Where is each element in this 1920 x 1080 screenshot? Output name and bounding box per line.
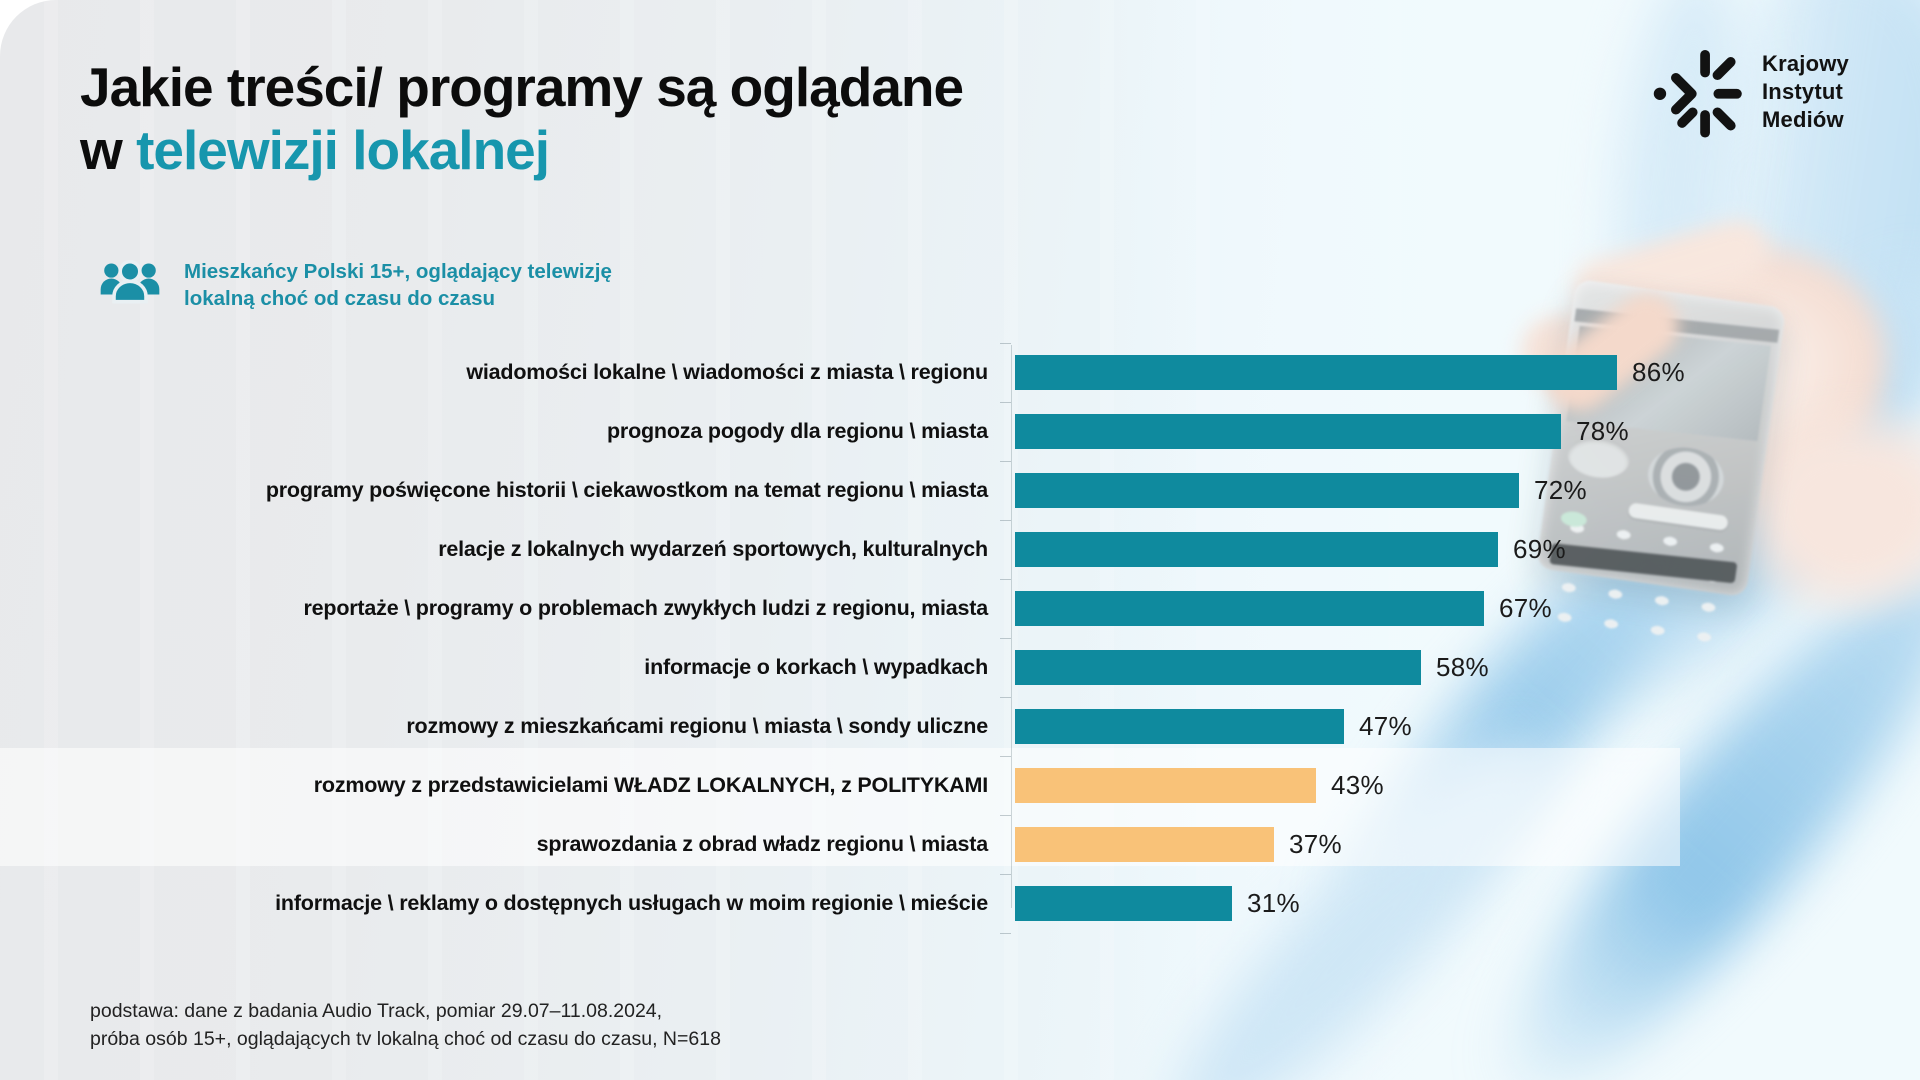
chart-row: prognoza pogody dla regionu \ miasta 78% [0,402,1920,461]
bar-value: 69% [1513,534,1566,564]
bar-label: informacje o korkach \ wypadkach [644,655,988,679]
chart-row: rozmowy z przedstawicielami WŁADZ LOKALN… [0,756,1920,815]
bar-label: programy poświęcone historii \ ciekawost… [265,478,988,502]
people-group-icon [100,259,160,304]
bar-label: informacje \ reklamy o dostępnych usługa… [275,891,988,915]
bar [1015,473,1519,508]
logo-line3: Mediów [1762,106,1844,132]
bar-label: prognoza pogody dla regionu \ miasta [606,419,988,443]
bar [1015,650,1421,685]
bar-label: sprawozdania z obrad władz regionu \ mia… [536,832,989,856]
chart-row: reportaże \ programy o problemach zwykły… [0,579,1920,638]
audience-line2: lokalną choć od czasu do czasu [184,287,496,311]
bar-label: reportaże \ programy o problemach zwykły… [303,596,988,620]
logo-line1: Krajowy [1762,51,1849,77]
footnote: podstawa: dane z badania Audio Track, po… [90,998,721,1053]
chart-row: informacje \ reklamy o dostępnych usługa… [0,874,1920,933]
chart-row: programy poświęcone historii \ ciekawost… [0,461,1920,520]
chart-rows: wiadomości lokalne \ wiadomości z miasta… [0,343,1920,933]
footnote-line2: próba osób 15+, oglądających tv lokalną … [90,1027,721,1050]
bar [1015,709,1344,744]
axis-ticks [1000,343,1011,935]
title-line1: Jakie treści/ programy są oglądane [80,56,964,118]
highlight-band [0,748,1680,866]
bar [1015,886,1232,921]
bar [1015,532,1498,567]
bar-value: 47% [1359,711,1412,741]
bar [1015,827,1274,862]
chart-row: informacje o korkach \ wypadkach 58% [0,638,1920,697]
bar-label: wiadomości lokalne \ wiadomości z miasta… [466,360,988,384]
bar [1015,768,1316,803]
bar-label: relacje z lokalnych wydarzeń sportowych,… [438,537,988,561]
bar-value: 86% [1632,357,1685,387]
audience-note: Mieszkańcy Polski 15+, oglądający telewi… [98,256,612,313]
chart-row: sprawozdania z obrad władz regionu \ mia… [0,815,1920,874]
bar [1015,355,1617,390]
audience-line1: Mieszkańcy Polski 15+, oglądający telewi… [184,260,612,283]
bar [1015,591,1484,626]
bar-value: 67% [1499,593,1552,623]
bar-value: 78% [1576,416,1629,446]
bar-value: 43% [1331,770,1384,800]
logo-line2: Instytut [1762,79,1844,105]
kim-starburst-logo [1653,49,1742,138]
bar-value: 72% [1534,475,1587,505]
bar-label: rozmowy z mieszkańcami regionu \ miasta … [406,714,988,738]
bar-value: 58% [1436,652,1489,682]
bar-value: 37% [1289,829,1342,859]
bar-label: rozmowy z przedstawicielami WŁADZ LOKALN… [313,773,988,797]
axis-line [1011,345,1012,908]
page-title: Jakie treści/ programy są oglądane w tel… [80,56,964,181]
title-line2-prefix: w [80,118,137,181]
title-line2-highlight: telewizji lokalnej [136,118,550,181]
bar [1015,414,1561,449]
chart-row: rozmowy z mieszkańcami regionu \ miasta … [0,697,1920,756]
footnote-line1: podstawa: dane z badania Audio Track, po… [90,1000,663,1022]
chart-row: wiadomości lokalne \ wiadomości z miasta… [0,343,1920,402]
brand-logo: Krajowy Instytut Mediów [1652,46,1849,138]
chart-row: relacje z lokalnych wydarzeń sportowych,… [0,520,1920,579]
bar-value: 31% [1247,888,1300,918]
